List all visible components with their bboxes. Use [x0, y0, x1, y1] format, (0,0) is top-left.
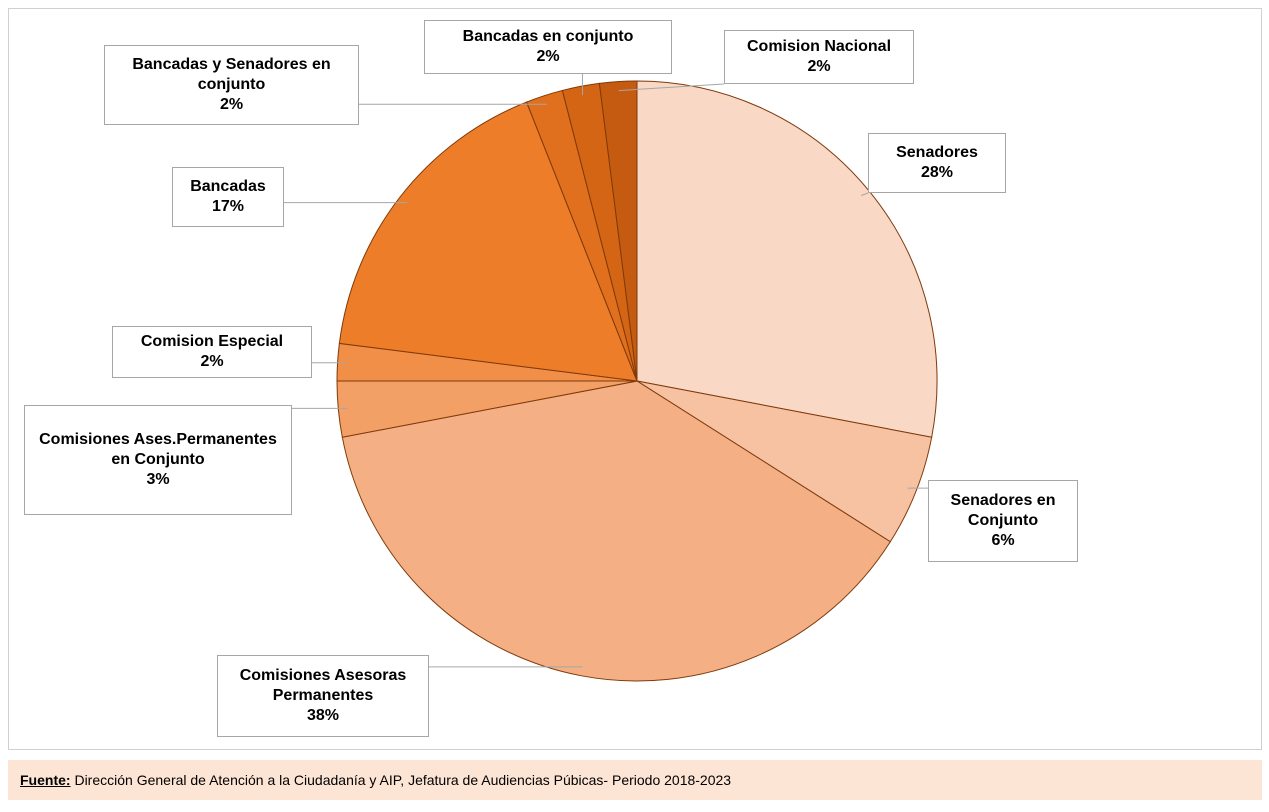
leader-line — [618, 83, 725, 92]
data-label: Senadores en Conjunto 6% — [928, 480, 1078, 562]
label-name: Bancadas — [190, 178, 266, 195]
pie-slice — [338, 101, 638, 382]
pie-slice — [598, 80, 638, 382]
label-value: 17% — [211, 198, 245, 215]
data-label: Senadores 28% — [868, 133, 1006, 193]
label-value: 6% — [991, 532, 1015, 549]
data-label: Bancadas 17% — [172, 167, 284, 227]
footer: Fuente: Dirección General de Atención a … — [8, 760, 1262, 800]
data-label: Bancadas en conjunto 2% — [424, 20, 672, 74]
label-name: Bancadas y Senadores en conjunto — [132, 56, 331, 93]
label-name: Comisiones Ases.Permanentes en Conjunto — [39, 431, 277, 468]
data-label: Comisiones Asesoras Permanentes 38% — [217, 655, 429, 737]
label-name: Comision Especial — [140, 333, 284, 350]
label-name: Bancadas en conjunto — [462, 28, 634, 45]
source-text: Dirección General de Atención a la Ciuda… — [74, 772, 732, 788]
chart-frame — [8, 8, 1262, 750]
label-value: 2% — [807, 58, 831, 75]
label-value: 2% — [536, 48, 560, 65]
data-label: Comisiones Ases.Permanentes en Conjunto 3… — [24, 405, 292, 515]
label-name: Senadores — [896, 144, 978, 161]
label-name: Senadores en Conjunto — [950, 492, 1056, 529]
data-label: Bancadas y Senadores en conjunto 2% — [104, 45, 359, 125]
label-value: 38% — [306, 707, 340, 724]
label-name: Comision Nacional — [746, 38, 892, 55]
label-value: 28% — [920, 164, 954, 181]
source-label: Fuente: — [20, 772, 71, 788]
label-value: 2% — [219, 96, 244, 113]
data-label: Comision Nacional 2% — [724, 30, 914, 84]
label-value: 2% — [200, 353, 224, 370]
pie-slice — [341, 380, 891, 682]
data-label: Comision Especial 2% — [112, 326, 312, 378]
leader-line — [861, 192, 869, 196]
label-value: 3% — [146, 471, 170, 488]
label-name: Comisiones Asesoras Permanentes — [239, 667, 407, 704]
